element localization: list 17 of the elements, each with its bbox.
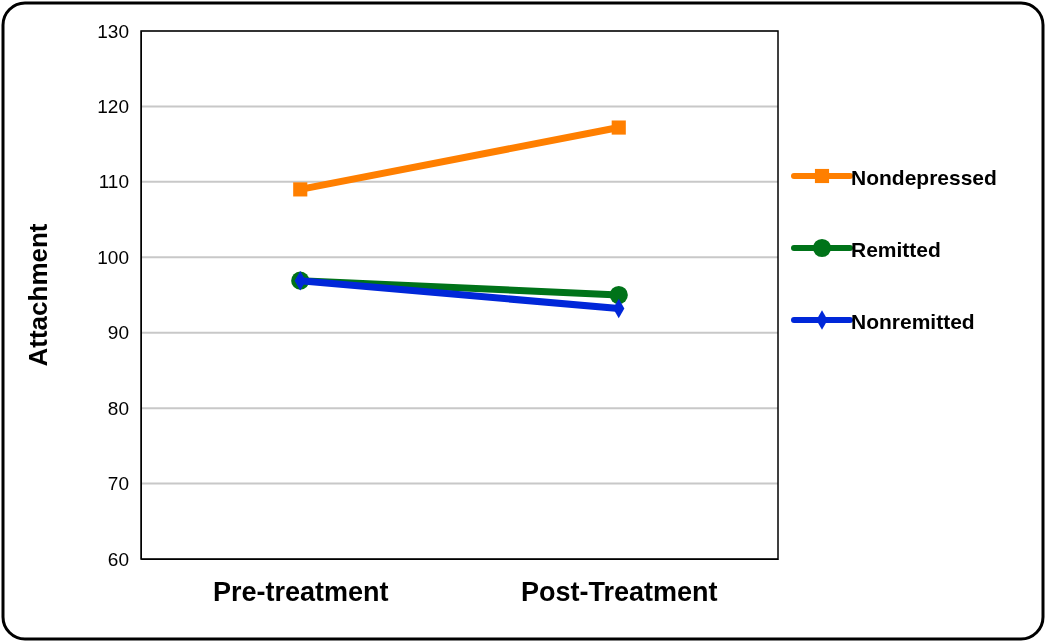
legend-label: Nonremitted bbox=[851, 310, 975, 333]
y-tick-label: 110 bbox=[98, 171, 129, 193]
legend-label: Nondepressed bbox=[851, 166, 997, 189]
y-tick-label: 80 bbox=[107, 397, 129, 419]
y-tick-label: 100 bbox=[97, 246, 129, 268]
y-axis-title: Attachment bbox=[23, 223, 53, 367]
legend-label: Remitted bbox=[851, 238, 941, 261]
point bbox=[293, 182, 308, 197]
y-tick-label: 70 bbox=[107, 473, 129, 495]
x-tick-label: Pre-treatment bbox=[212, 577, 389, 608]
point bbox=[609, 285, 628, 305]
y-tick-label: 60 bbox=[107, 548, 129, 570]
y-tick-label: 120 bbox=[97, 96, 129, 118]
y-tick-label: 90 bbox=[107, 322, 129, 344]
y-tick-label: 130 bbox=[97, 20, 129, 42]
point bbox=[611, 120, 626, 135]
x-tick-label: Post-Treatment bbox=[520, 577, 718, 608]
